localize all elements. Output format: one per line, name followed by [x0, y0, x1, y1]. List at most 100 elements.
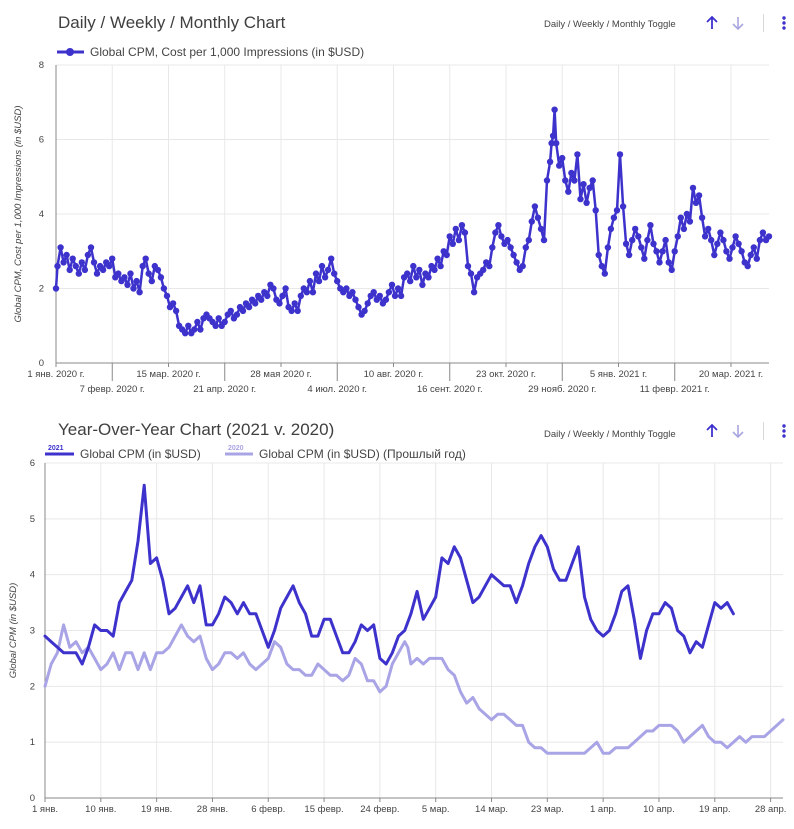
data-point — [352, 296, 359, 303]
x-tick-label: 4 июл. 2020 г. — [307, 384, 367, 395]
yoy-chart-panel: Year-Over-Year Chart (2021 v. 2020) Dail… — [0, 412, 794, 829]
data-point — [753, 255, 760, 262]
data-point — [686, 218, 694, 225]
data-point — [309, 289, 317, 296]
data-point — [720, 236, 727, 244]
data-point — [127, 270, 134, 277]
data-point — [513, 259, 520, 266]
data-point — [531, 203, 539, 210]
data-point — [641, 255, 648, 262]
data-point — [744, 262, 751, 270]
data-point — [729, 244, 736, 251]
data-point — [708, 236, 715, 244]
data-point — [723, 248, 730, 255]
data-point — [735, 240, 742, 247]
data-point — [458, 222, 466, 229]
data-point — [705, 225, 712, 233]
daily-weekly-monthly-toggle[interactable]: Daily / Weekly / Monthly Toggle — [544, 19, 676, 30]
data-point — [282, 285, 289, 292]
data-point — [276, 300, 283, 307]
data-point — [565, 188, 572, 195]
data-point — [504, 236, 511, 244]
data-point — [157, 274, 165, 281]
data-point — [525, 236, 532, 244]
data-point — [632, 225, 639, 233]
chart-title: Year-Over-Year Chart (2021 v. 2020) — [58, 420, 335, 439]
data-point — [136, 289, 143, 296]
arrow-down-icon[interactable] — [730, 15, 746, 31]
data-point — [72, 262, 80, 270]
kebab-menu-icon[interactable] — [776, 14, 792, 32]
x-tick-label: 14 мар. — [475, 804, 508, 815]
data-point — [726, 255, 733, 262]
data-point — [397, 292, 405, 300]
data-point — [714, 240, 721, 247]
daily-weekly-monthly-toggle[interactable]: Daily / Weekly / Monthly Toggle — [544, 429, 676, 440]
data-point — [732, 233, 739, 240]
x-tick-label: 16 сент. 2020 г. — [417, 384, 483, 395]
x-tick-label: 19 янв. — [141, 804, 172, 815]
data-point — [312, 270, 320, 277]
data-point — [297, 292, 304, 300]
data-point — [78, 259, 86, 266]
x-tick-label: 10 апр. — [643, 804, 675, 815]
arrow-up-icon[interactable] — [704, 423, 720, 439]
arrow-down-icon[interactable] — [730, 423, 746, 439]
data-point — [394, 285, 402, 292]
data-point — [695, 192, 703, 199]
data-point — [215, 315, 222, 322]
x-tick-label: 7 февр. 2020 г. — [80, 384, 145, 395]
data-point — [692, 199, 700, 206]
data-point — [543, 177, 551, 184]
data-point — [750, 244, 757, 251]
data-point — [677, 214, 684, 221]
data-point — [318, 262, 326, 270]
data-point — [115, 270, 122, 277]
data-point — [182, 330, 189, 337]
data-point — [233, 311, 241, 318]
data-point — [197, 326, 204, 333]
data-point — [586, 184, 593, 192]
data-point — [659, 248, 666, 255]
data-point — [616, 151, 624, 158]
data-point — [495, 222, 502, 229]
data-point — [172, 307, 180, 315]
data-point — [142, 255, 149, 262]
x-tick-label: 28 апр. — [755, 804, 787, 815]
series-line-2021 — [43, 483, 735, 666]
data-point — [109, 255, 116, 262]
y-tick-label: 0 — [30, 793, 35, 804]
data-point — [546, 158, 554, 165]
data-point — [410, 262, 417, 270]
data-point — [622, 240, 630, 247]
kebab-menu-icon[interactable] — [776, 422, 792, 440]
chart-legend: Global CPM, Cost per 1,000 Impressions (… — [57, 45, 364, 59]
data-point — [87, 244, 95, 251]
data-point — [106, 262, 113, 270]
data-point — [449, 240, 456, 247]
data-point — [434, 255, 441, 262]
data-point — [404, 270, 411, 277]
data-point — [334, 277, 341, 285]
data-point — [553, 140, 560, 147]
data-point — [52, 285, 60, 292]
data-point — [470, 289, 478, 296]
data-point — [647, 222, 654, 229]
data-point — [598, 262, 605, 270]
yoy-line-chart: 2021 Global CPM (in $USD) 2020 Global CPM (… — [8, 445, 787, 815]
data-point — [638, 244, 645, 251]
legend-label: Global CPM (in $USD) — [80, 447, 201, 461]
data-point — [689, 184, 697, 192]
data-point — [759, 229, 767, 236]
arrow-up-icon[interactable] — [704, 15, 720, 31]
y-tick-label: 4 — [30, 570, 35, 581]
data-point — [443, 251, 450, 259]
data-point — [194, 318, 201, 326]
data-point — [370, 289, 377, 296]
data-point — [559, 154, 566, 162]
data-point — [57, 244, 64, 251]
data-point — [574, 151, 581, 158]
data-point — [279, 292, 286, 300]
x-tick-label: 29 нояб. 2020 г. — [528, 384, 596, 395]
data-point — [191, 326, 198, 333]
